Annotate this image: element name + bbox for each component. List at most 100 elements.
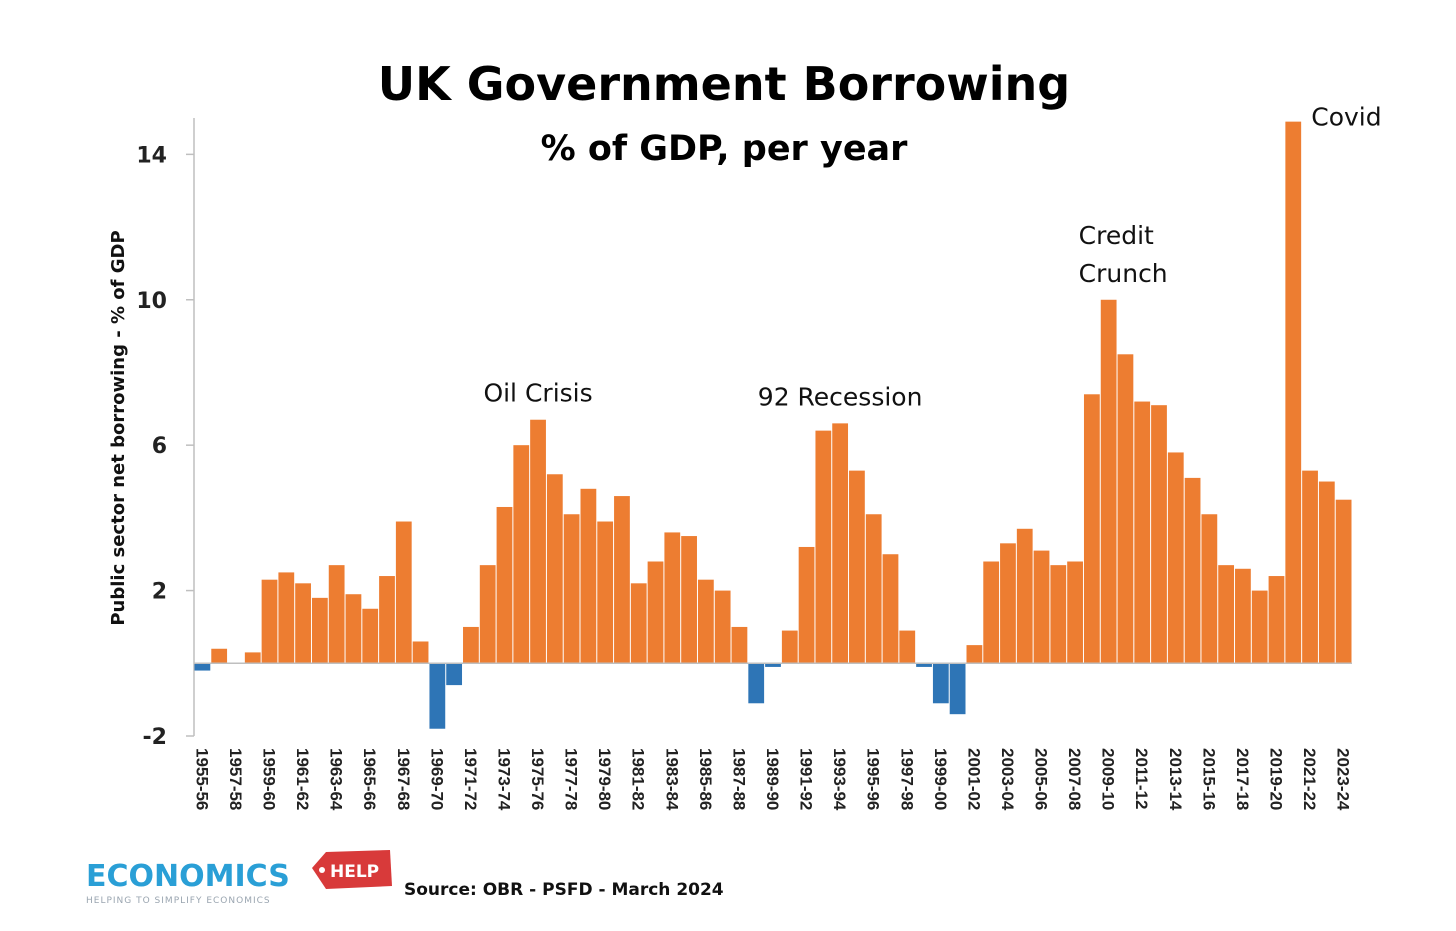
x-tick-label: 1979-80 <box>595 748 614 810</box>
bar-1993-94 <box>832 423 849 664</box>
logo-main-text: ECONOMICS <box>86 859 290 894</box>
x-tick-label: 1991-92 <box>797 748 816 810</box>
bar-2005-06 <box>1033 550 1050 664</box>
bar-1999-00 <box>932 663 949 704</box>
bar-1970-71 <box>446 663 463 686</box>
chart-subtitle: % of GDP, per year <box>541 129 909 169</box>
x-tick-label: 2017-18 <box>1233 748 1252 810</box>
bar-2008-09 <box>1083 394 1100 664</box>
bars-group <box>194 121 1352 729</box>
bar-2001-02 <box>966 645 983 664</box>
x-tick-label: 1971-72 <box>461 748 480 810</box>
x-tick-label: 1965-66 <box>360 748 379 810</box>
bar-1986-87 <box>714 590 731 664</box>
bar-1955-56 <box>194 663 211 671</box>
bar-1971-72 <box>463 626 479 664</box>
bar-2003-04 <box>1000 543 1016 664</box>
bar-1994-95 <box>849 470 865 664</box>
chart-title: UK Government Borrowing <box>378 57 1070 111</box>
bar-2018-19 <box>1251 590 1268 664</box>
x-tick-label: 1997-98 <box>897 748 916 810</box>
bar-1972-73 <box>479 565 496 664</box>
bar-2002-03 <box>983 561 1000 664</box>
bar-2006-07 <box>1050 565 1067 664</box>
bar-1974-75 <box>513 445 530 664</box>
bar-1973-74 <box>496 506 513 664</box>
bar-1983-84 <box>664 532 681 664</box>
x-axis-ticks: 1955-56 1957-58 1959-60 1961-62 1963-64 1965-… <box>192 748 1352 811</box>
x-tick-label: 1995-96 <box>864 748 883 810</box>
bar-2009-10 <box>1100 299 1117 664</box>
bar-2007-08 <box>1067 561 1083 664</box>
bar-1996-97 <box>882 554 899 664</box>
x-tick-label: 1989-90 <box>763 748 782 810</box>
bar-1962-63 <box>311 597 328 664</box>
bar-2014-15 <box>1184 477 1201 664</box>
x-tick-label: 2015-16 <box>1199 748 1218 810</box>
bar-2023-24 <box>1335 499 1352 664</box>
y-tick-label: -2 <box>143 725 167 750</box>
bar-1967-68 <box>395 521 412 664</box>
bar-1989-90 <box>765 663 781 667</box>
bar-1978-79 <box>580 488 597 664</box>
bar-1998-99 <box>916 663 932 667</box>
x-tick-label: 1959-60 <box>260 748 279 810</box>
bar-1984-85 <box>681 536 697 664</box>
bar-2011-12 <box>1134 401 1151 664</box>
bar-2012-13 <box>1151 405 1167 664</box>
x-tick-label: 2001-02 <box>964 748 983 810</box>
bar-1995-96 <box>865 514 882 664</box>
x-tick-label: 2005-06 <box>1032 748 1051 810</box>
bar-2021-22 <box>1302 470 1318 664</box>
x-tick-label: 1961-62 <box>293 748 312 810</box>
source-note: Source: OBR - PSFD - March 2024 <box>404 880 724 900</box>
bar-1988-89 <box>748 663 765 704</box>
bar-1982-83 <box>647 561 664 664</box>
bar-1963-64 <box>328 565 345 664</box>
bar-1990-91 <box>781 630 798 664</box>
bar-1959-60 <box>261 579 278 664</box>
bar-2000-01 <box>949 663 966 715</box>
x-tick-label: 1969-70 <box>427 748 446 810</box>
bar-2016-17 <box>1218 565 1235 664</box>
x-tick-label: 2019-20 <box>1266 748 1285 810</box>
bar-1992-93 <box>815 430 832 664</box>
x-tick-label: 1973-74 <box>494 748 513 811</box>
x-tick-label: 2021-22 <box>1300 748 1319 810</box>
x-tick-label: 1963-64 <box>327 748 346 811</box>
bar-2022-23 <box>1318 481 1335 664</box>
bar-1980-81 <box>614 496 630 664</box>
x-tick-label: 2009-10 <box>1099 748 1118 810</box>
bar-1991-92 <box>798 546 815 664</box>
bar-1985-86 <box>697 579 714 664</box>
bar-2015-16 <box>1201 514 1218 664</box>
logo-tag-hole-icon <box>319 867 325 873</box>
bar-1964-65 <box>345 594 362 664</box>
y-tick-label: 2 <box>152 580 167 605</box>
x-tick-label: 2013-14 <box>1166 748 1185 811</box>
bar-1981-82 <box>630 583 647 664</box>
bar-1987-88 <box>731 626 748 664</box>
bar-1960-61 <box>278 572 295 664</box>
x-tick-label: 2007-08 <box>1065 748 1084 810</box>
bar-1976-77 <box>546 474 563 664</box>
logo-tagline: HELPING TO SIMPLIFY ECONOMICS <box>86 896 271 906</box>
y-axis-label: Public sector net borrowing - % of GDP <box>108 230 129 625</box>
x-tick-label: 1955-56 <box>192 748 211 810</box>
x-tick-label: 1993-94 <box>830 748 849 811</box>
bar-1968-69 <box>412 641 429 664</box>
y-tick-label: 14 <box>136 143 167 168</box>
bar-1977-78 <box>563 514 580 664</box>
bar-1979-80 <box>597 521 614 664</box>
annotation-label: 92 Recession <box>758 382 923 411</box>
bar-2013-14 <box>1167 452 1184 664</box>
annotation-label: Credit <box>1079 221 1154 250</box>
x-tick-label: 1977-78 <box>562 748 581 810</box>
bar-1961-62 <box>295 583 311 664</box>
bar-2004-05 <box>1016 528 1033 664</box>
x-tick-label: 1975-76 <box>528 748 547 810</box>
x-tick-label: 1999-00 <box>931 748 950 810</box>
x-tick-label: 1985-86 <box>696 748 715 810</box>
bar-1965-66 <box>362 608 379 664</box>
